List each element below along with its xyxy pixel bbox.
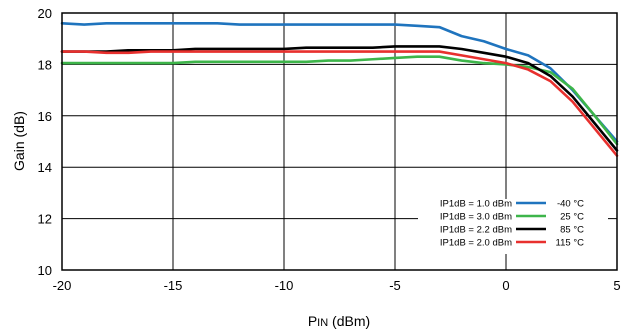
- x-tick-label: -5: [389, 278, 401, 293]
- y-tick-label: 20: [38, 6, 52, 21]
- legend-ip1db-label: IP1dB = 2.0 dBm: [440, 238, 512, 249]
- x-tick-label: -15: [164, 278, 183, 293]
- series-line-3: [60, 50, 619, 157]
- legend-series-name: 115 °C: [556, 238, 585, 249]
- legend-ip1db-label: IP1dB = 2.2 dBm: [440, 225, 512, 236]
- legend-series-name: 85 °C: [560, 225, 584, 236]
- legend-series-name: 25 °C: [560, 212, 584, 223]
- legend-ip1db-label: IP1dB = 3.0 dBm: [440, 212, 512, 223]
- series-layer: [60, 21, 619, 157]
- y-tick-label: 10: [38, 263, 52, 278]
- legend-ip1db-label: IP1dB = 1.0 dBm: [440, 199, 512, 210]
- y-tick-label: 16: [38, 109, 52, 124]
- y-axis-label: Gain (dB): [11, 111, 27, 171]
- plot-frame: [61, 12, 618, 271]
- x-tick-label: -10: [275, 278, 294, 293]
- legend-box: [418, 199, 608, 254]
- legend-series-name: -40 °C: [557, 199, 584, 210]
- tick-layer: -20 -15 -10 -5 0 5 10 12 14 16 18 20: [38, 6, 621, 293]
- x-tick-label: 0: [502, 278, 509, 293]
- x-tick-label: -20: [53, 278, 72, 293]
- y-tick-label: 14: [38, 160, 52, 175]
- series-line-0: [60, 21, 619, 143]
- series-line-1: [60, 55, 619, 146]
- x-axis-label: PIN (dBm): [308, 313, 370, 329]
- legend: IP1dB = 1.0 dBm -40 °C IP1dB = 3.0 dBm 25 °…: [418, 199, 608, 254]
- y-tick-label: 12: [38, 212, 52, 227]
- x-tick-label: 5: [613, 278, 620, 293]
- y-tick-label: 18: [38, 57, 52, 72]
